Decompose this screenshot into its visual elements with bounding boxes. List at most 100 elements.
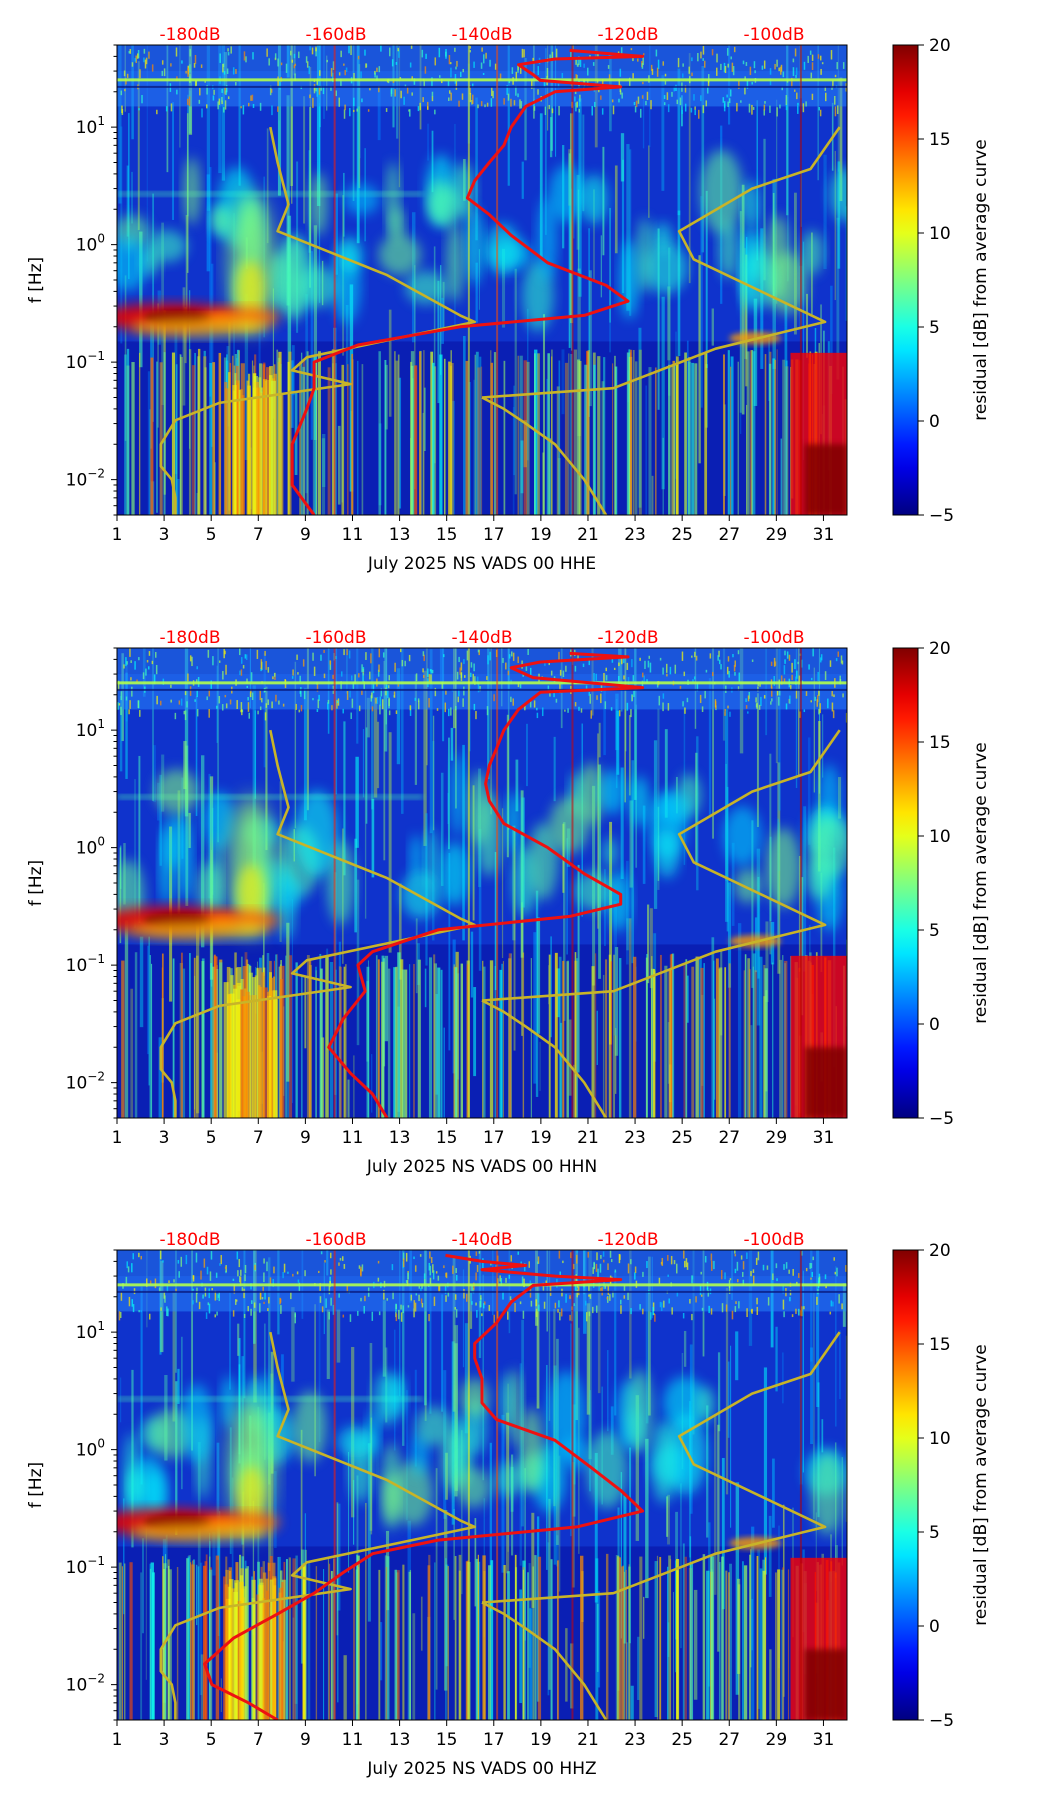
colorbar-tick-label: 0 bbox=[929, 412, 940, 432]
db-label: -180dB bbox=[159, 628, 220, 648]
series-noise-model-bounds-high bbox=[481, 999, 608, 1118]
series-noise-model-bounds-high bbox=[481, 1601, 608, 1720]
db-label: -100dB bbox=[743, 25, 804, 45]
series-noise-model-bounds bbox=[159, 1331, 477, 1720]
x-tick-label: 3 bbox=[159, 525, 170, 545]
y-axis-title: f [Hz] bbox=[26, 1462, 46, 1508]
db-label: -100dB bbox=[743, 628, 804, 648]
x-tick-label: 17 bbox=[483, 525, 505, 545]
x-tick-label: 23 bbox=[624, 1128, 646, 1148]
colorbar bbox=[892, 1249, 919, 1721]
db-label: -160dB bbox=[305, 25, 366, 45]
x-tick-label: 3 bbox=[159, 1730, 170, 1750]
y-tick-label: 10−1 bbox=[66, 1554, 105, 1578]
y-tick-label: 101 bbox=[76, 1319, 105, 1343]
colorbar-tick-label: 20 bbox=[929, 1241, 951, 1261]
x-tick-label: 1 bbox=[112, 1128, 123, 1148]
x-tick-label: 23 bbox=[624, 525, 646, 545]
x-tick-label: 9 bbox=[300, 1730, 311, 1750]
series-noise-model-bounds-high bbox=[481, 396, 608, 515]
colorbar-tick-label: 10 bbox=[929, 827, 951, 847]
colorbar-tick-label: 5 bbox=[929, 318, 940, 338]
x-tick-label: 11 bbox=[342, 1730, 364, 1750]
x-tick-label: 7 bbox=[253, 1730, 264, 1750]
db-label: -160dB bbox=[305, 1230, 366, 1250]
series-noise-model-bounds bbox=[159, 729, 477, 1118]
x-tick-label: 5 bbox=[206, 1730, 217, 1750]
x-tick-label: 27 bbox=[718, 1730, 740, 1750]
colorbar-title: residual [dB] from average curve bbox=[971, 139, 991, 420]
colorbar-tick-label: 0 bbox=[929, 1015, 940, 1035]
x-tick-label: 19 bbox=[530, 1128, 552, 1148]
x-tick-label: 23 bbox=[624, 1730, 646, 1750]
x-tick-label: 15 bbox=[436, 1128, 458, 1148]
x-tick-label: 19 bbox=[530, 525, 552, 545]
db-label: -100dB bbox=[743, 1230, 804, 1250]
series-median-psd bbox=[327, 651, 645, 1118]
y-tick-label: 10−2 bbox=[66, 1672, 105, 1696]
y-tick-label: 10−2 bbox=[66, 1070, 105, 1094]
x-tick-label: 5 bbox=[206, 525, 217, 545]
series-noise-model-bounds-high-upper bbox=[481, 1331, 841, 1604]
colorbar bbox=[892, 647, 919, 1119]
colorbar-tick-label: 20 bbox=[929, 36, 951, 56]
x-tick-label: 1 bbox=[112, 1730, 123, 1750]
y-tick-label: 101 bbox=[76, 717, 105, 741]
db-label: -120dB bbox=[597, 628, 658, 648]
y-axis-title: f [Hz] bbox=[26, 257, 46, 303]
spectrogram-2 bbox=[117, 648, 847, 1118]
colorbar-tick-label: 15 bbox=[929, 130, 951, 150]
x-tick-label: 13 bbox=[389, 1128, 411, 1148]
x-tick-label: 17 bbox=[483, 1128, 505, 1148]
colorbar-tick-label: −5 bbox=[929, 1711, 954, 1731]
colorbar-tick-label: 20 bbox=[929, 639, 951, 659]
colorbar-title: residual [dB] from average curve bbox=[971, 742, 991, 1023]
series-noise-model-bounds bbox=[159, 126, 477, 515]
y-tick-label: 10−1 bbox=[66, 952, 105, 976]
x-tick-label: 1 bbox=[112, 525, 123, 545]
x-tick-label: 21 bbox=[577, 525, 599, 545]
x-tick-label: 15 bbox=[436, 525, 458, 545]
x-tick-label: 11 bbox=[342, 1128, 364, 1148]
y-tick-label: 101 bbox=[76, 114, 105, 138]
x-tick-label: 9 bbox=[300, 1128, 311, 1148]
colorbar-tick-label: 15 bbox=[929, 733, 951, 753]
y-tick-label: 100 bbox=[76, 1437, 105, 1461]
colorbar-tick-label: 10 bbox=[929, 1429, 951, 1449]
y-tick-label: 100 bbox=[76, 232, 105, 256]
x-tick-label: 5 bbox=[206, 1128, 217, 1148]
series-noise-model-bounds-high-upper bbox=[481, 729, 841, 1002]
x-tick-label: 29 bbox=[766, 1730, 788, 1750]
x-axis-title: July 2025 NS VADS 00 HHZ bbox=[366, 1759, 596, 1779]
x-tick-label: 27 bbox=[718, 525, 740, 545]
x-axis-title: July 2025 NS VADS 00 HHN bbox=[366, 1157, 597, 1177]
x-tick-label: 29 bbox=[766, 1128, 788, 1148]
x-tick-label: 17 bbox=[483, 1730, 505, 1750]
y-tick-label: 100 bbox=[76, 835, 105, 859]
y-tick-label: 10−2 bbox=[66, 467, 105, 491]
x-tick-label: 21 bbox=[577, 1128, 599, 1148]
x-tick-label: 29 bbox=[766, 525, 788, 545]
series-median-psd bbox=[290, 48, 645, 515]
series-noise-model-bounds-high-upper bbox=[481, 126, 841, 399]
x-tick-label: 7 bbox=[253, 525, 264, 545]
x-tick-label: 9 bbox=[300, 525, 311, 545]
db-label: -180dB bbox=[159, 1230, 220, 1250]
x-tick-label: 31 bbox=[813, 1730, 835, 1750]
x-tick-label: 31 bbox=[813, 525, 835, 545]
y-tick-label: 10−1 bbox=[66, 349, 105, 373]
db-label: -140dB bbox=[451, 25, 512, 45]
x-tick-label: 21 bbox=[577, 1730, 599, 1750]
x-tick-label: 25 bbox=[671, 1730, 693, 1750]
colorbar-tick-label: 5 bbox=[929, 921, 940, 941]
colorbar-tick-label: 5 bbox=[929, 1523, 940, 1543]
x-tick-label: 13 bbox=[389, 525, 411, 545]
colorbar-tick-label: −5 bbox=[929, 1109, 954, 1129]
x-tick-label: 19 bbox=[530, 1730, 552, 1750]
colorbar bbox=[892, 44, 919, 516]
x-tick-label: 7 bbox=[253, 1128, 264, 1148]
